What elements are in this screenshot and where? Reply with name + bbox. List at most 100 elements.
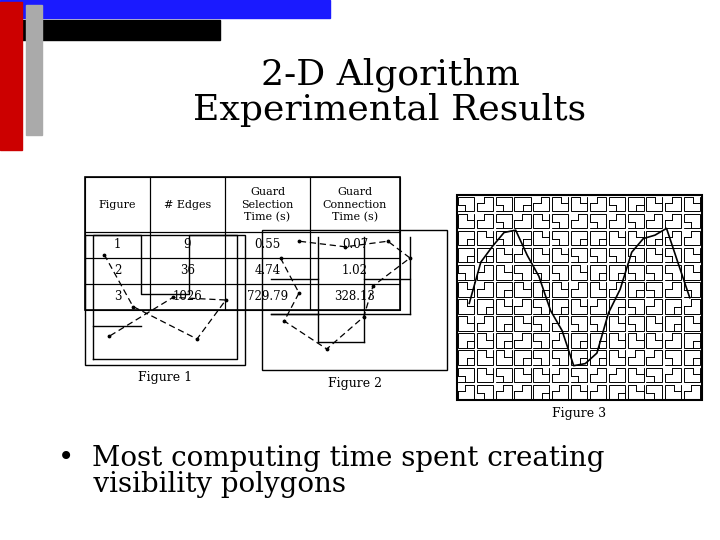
Bar <box>310 177 400 232</box>
Bar <box>590 299 606 314</box>
Bar <box>647 368 662 382</box>
Bar <box>477 316 484 323</box>
Bar <box>665 350 681 365</box>
Bar <box>628 325 635 331</box>
Bar <box>647 231 662 245</box>
Bar <box>636 384 644 391</box>
Bar <box>467 282 474 289</box>
Bar <box>590 248 606 262</box>
Bar <box>523 368 531 374</box>
Bar <box>458 205 465 211</box>
Bar <box>85 177 400 310</box>
Bar <box>665 231 681 245</box>
Bar <box>542 368 549 374</box>
Bar <box>458 350 474 365</box>
Bar <box>552 368 559 374</box>
Bar <box>580 299 587 306</box>
Bar <box>628 273 635 280</box>
Text: 2-D Algorithm: 2-D Algorithm <box>261 58 519 92</box>
Bar <box>598 273 606 280</box>
Bar <box>608 299 625 314</box>
Bar <box>608 368 616 374</box>
Bar <box>571 265 587 280</box>
Bar <box>598 359 606 365</box>
Bar <box>618 231 625 238</box>
Bar <box>534 384 549 399</box>
Bar <box>523 205 531 211</box>
Bar <box>590 384 606 399</box>
Bar <box>628 214 644 228</box>
Bar <box>628 333 644 348</box>
Bar <box>495 299 512 314</box>
Bar <box>477 282 484 289</box>
Text: Figure: Figure <box>99 199 136 210</box>
Bar <box>310 258 400 284</box>
Bar <box>693 197 700 203</box>
Bar <box>571 214 578 220</box>
Text: 0.07: 0.07 <box>342 239 368 252</box>
Bar <box>608 214 625 228</box>
Bar <box>693 341 700 348</box>
Bar <box>477 231 492 245</box>
Bar <box>85 235 245 365</box>
Text: 328.13: 328.13 <box>335 291 375 303</box>
Bar <box>515 214 531 228</box>
Bar <box>477 299 492 314</box>
Bar <box>647 290 654 296</box>
Bar <box>552 316 559 323</box>
Bar <box>608 368 625 382</box>
Bar <box>495 205 503 211</box>
Bar <box>665 359 672 365</box>
Bar <box>647 333 662 348</box>
Bar <box>534 248 549 262</box>
Bar <box>665 299 681 314</box>
Bar <box>571 368 587 382</box>
Bar <box>495 333 512 348</box>
Bar <box>515 299 531 314</box>
Bar <box>505 325 512 331</box>
Bar <box>665 384 681 399</box>
Bar <box>515 316 531 331</box>
Bar <box>636 231 644 238</box>
Bar <box>580 341 587 348</box>
Bar <box>515 248 522 254</box>
Bar <box>534 350 549 365</box>
Bar <box>693 248 700 254</box>
Bar <box>590 222 597 228</box>
Bar <box>590 299 597 306</box>
Bar <box>467 239 474 245</box>
Bar <box>571 197 587 211</box>
Bar <box>495 265 512 280</box>
Bar <box>542 290 549 296</box>
Text: Figure 1: Figure 1 <box>138 372 192 384</box>
Bar <box>552 282 568 296</box>
Bar <box>150 284 225 310</box>
Bar <box>608 214 616 220</box>
Bar <box>665 368 672 374</box>
Bar <box>655 239 662 245</box>
Bar <box>655 197 662 203</box>
Bar <box>598 239 606 245</box>
Bar <box>571 350 587 365</box>
Bar <box>674 307 681 314</box>
Bar <box>515 333 531 348</box>
Bar <box>458 384 474 399</box>
Text: Guard: Guard <box>338 187 372 198</box>
Bar <box>561 282 568 289</box>
Text: # Edges: # Edges <box>164 199 211 210</box>
Bar <box>590 282 606 296</box>
Bar <box>542 248 549 254</box>
Bar <box>571 231 587 245</box>
Bar <box>693 368 700 374</box>
Bar <box>665 282 681 296</box>
Bar <box>684 316 700 331</box>
Bar <box>665 316 681 331</box>
Bar <box>674 384 681 391</box>
Bar <box>608 316 625 331</box>
Bar <box>571 282 578 289</box>
Bar <box>477 368 492 382</box>
Bar <box>665 368 681 382</box>
Bar <box>477 265 492 280</box>
Bar <box>515 350 531 365</box>
Bar <box>523 316 531 323</box>
